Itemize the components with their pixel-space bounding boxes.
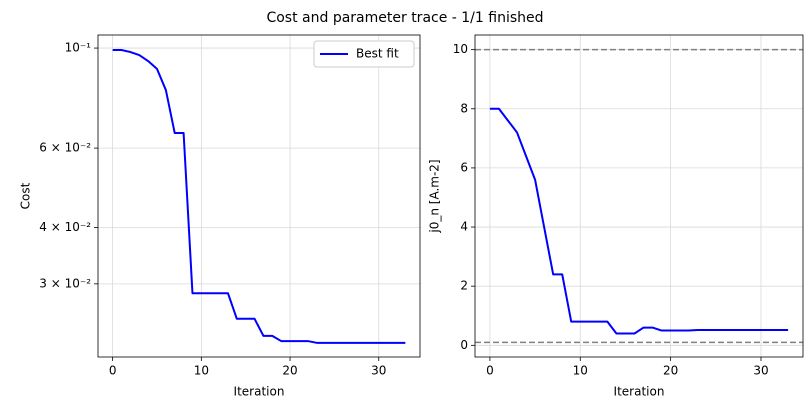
x-axis-label: Iteration — [234, 385, 285, 399]
legend: Best fit — [313, 40, 415, 68]
y-tick-label: 4 × 10⁻² — [39, 220, 91, 234]
y-tick-label: 4 — [460, 220, 468, 234]
data-line — [489, 107, 789, 335]
x-tick-label: 30 — [371, 364, 386, 378]
y-tick-label: 10 — [453, 42, 468, 56]
y-tick-label: 6 — [460, 160, 468, 174]
plot-frame — [97, 34, 421, 358]
x-tick-label: 30 — [753, 364, 768, 378]
y-tick-label: 0 — [460, 338, 468, 352]
x-tick-label: 0 — [486, 364, 494, 378]
legend-label: Best fit — [356, 47, 399, 61]
data-line — [112, 49, 406, 344]
y-tick-label: 8 — [460, 101, 468, 115]
x-tick-label: 20 — [663, 364, 678, 378]
x-tick-label: 0 — [109, 364, 117, 378]
y-tick-label: 6 × 10⁻² — [39, 141, 91, 155]
x-tick-label: 10 — [573, 364, 588, 378]
y-tick-label: 10⁻¹ — [65, 41, 92, 55]
legend-box — [313, 40, 415, 68]
y-tick-label: 2 — [460, 279, 468, 293]
x-tick-label: 10 — [194, 364, 209, 378]
x-axis-label: Iteration — [614, 385, 665, 399]
x-tick-label: 20 — [282, 364, 297, 378]
y-axis-label: j0_n [A.m-2] — [428, 159, 442, 233]
y-axis-label: Cost — [19, 182, 33, 209]
plot-frame — [474, 34, 804, 358]
y-tick-label: 3 × 10⁻² — [39, 276, 91, 290]
figure-title: Cost and parameter trace - 1/1 finished — [266, 10, 543, 26]
